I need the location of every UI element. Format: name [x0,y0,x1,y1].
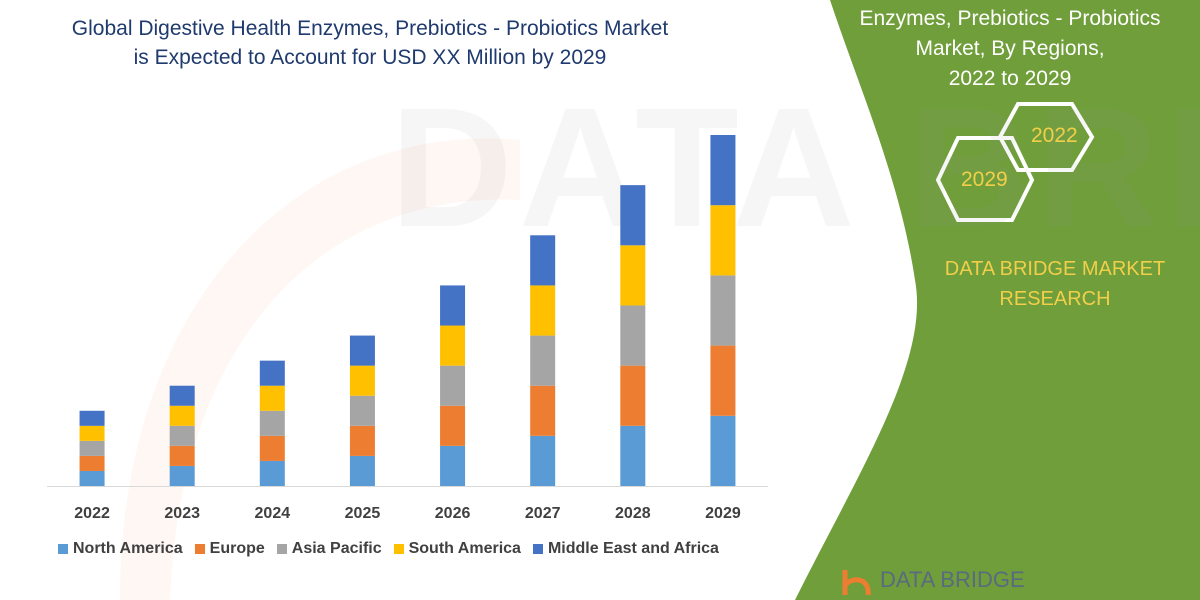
legend-item: South America [393,540,521,558]
legend-swatch [194,544,205,554]
bar-segment-2025-europe [349,425,375,456]
bar-segment-2022-north-america [79,470,105,486]
bar-segment-2023-south-america [169,405,195,426]
bar-segment-2026-middle-east-and-africa [440,285,466,326]
bar-segment-2024-north-america [259,460,285,486]
bar-segment-2027-asia-pacific [530,335,556,386]
bar-segment-2028-europe [620,365,646,426]
bar-segment-2024-europe [259,435,285,461]
x-tick-label: 2026 [435,505,471,522]
hexagon-label-2029: 2029 [961,168,1008,191]
bar-segment-2025-south-america [349,365,375,396]
x-tick-label: 2024 [255,505,291,522]
legend-swatch [393,544,404,554]
legend-label: South America [408,540,521,557]
legend-label: North America [73,540,183,557]
brand-line-2: RESEARCH [999,288,1111,310]
bar-segment-2024-south-america [259,385,285,411]
bar-segment-2022-asia-pacific [79,440,105,456]
bar-segment-2028-south-america [620,245,646,306]
side-title-line-2: Market, By Regions, [915,37,1105,60]
bar-segment-2028-middle-east-and-africa [620,185,646,246]
bar-segment-2029-europe [710,345,736,416]
side-title-line-1: Enzymes, Prebiotics - Probiotics [859,7,1161,30]
bar-segment-2024-middle-east-and-africa [259,360,285,386]
bar-segment-2029-middle-east-and-africa [710,135,736,206]
watermark: DATA BRIDGE [390,73,1200,263]
bar-segment-2025-middle-east-and-africa [349,335,375,366]
bar-segment-2028-asia-pacific [620,305,646,366]
title-line-1: Global Digestive Health Enzymes, Prebiot… [71,17,669,40]
bar-segment-2027-europe [530,385,556,436]
bar-segment-2029-north-america [710,415,736,486]
bar-segment-2023-north-america [169,465,195,486]
bar-segment-2027-middle-east-and-africa [530,235,556,286]
bar-segment-2026-europe [440,405,466,446]
bar-segment-2026-south-america [440,325,466,366]
legend-item: Asia Pacific [276,540,382,558]
bar-segment-2022-middle-east-and-africa [79,410,105,426]
bar-segment-2025-asia-pacific [349,395,375,426]
x-tick-label: 2027 [525,505,561,522]
logo-text: DATA BRIDGE [880,567,1025,592]
legend-swatch [58,544,68,554]
bar-segment-2024-asia-pacific [259,410,285,436]
x-tick-label: 2022 [74,505,110,522]
side-title: Enzymes, Prebiotics - Probiotics Market,… [820,4,1200,94]
legend-item: Middle East and Africa [532,540,719,558]
bar-segment-2022-south-america [79,425,105,441]
watermark-logo-icon [120,138,520,600]
bar-segment-2027-north-america [530,435,556,486]
title-line-2: is Expected to Account for USD XX Millio… [133,46,607,69]
bar-segment-2026-asia-pacific [440,365,466,406]
bar-segment-2023-asia-pacific [169,425,195,446]
hexagon-label-2022: 2022 [1031,124,1078,147]
x-tick-label: 2028 [615,505,651,522]
hexagon-2029 [935,136,1035,222]
bar-segment-2029-asia-pacific [710,275,736,346]
x-tick-label: 2023 [164,505,200,522]
legend-item: Europe [194,540,265,558]
legend-swatch [276,544,287,554]
bar-segment-2027-south-america [530,285,556,336]
legend-swatch [532,544,543,554]
legend-item: North America [58,540,183,558]
legend-label: Middle East and Africa [547,540,719,557]
legend-label: Europe [209,540,265,557]
bar-segment-2023-middle-east-and-africa [169,385,195,406]
chart-title: Global Digestive Health Enzymes, Prebiot… [20,14,720,72]
brand-text: DATA BRIDGE MARKET RESEARCH [910,254,1200,314]
legend: North America Europe Asia Pacific South Ame… [58,540,719,558]
bar-segment-2029-south-america [710,205,736,276]
legend-label: Asia Pacific [291,540,382,557]
bar-segment-2026-north-america [440,445,466,486]
bar-segment-2028-north-america [620,425,646,486]
bar-segment-2022-europe [79,455,105,471]
bar-segment-2023-europe [169,445,195,466]
x-tick-label: 2029 [705,505,741,522]
side-title-line-3: 2022 to 2029 [948,67,1072,90]
green-panel [795,0,1200,600]
bar-segment-2025-north-america [349,455,375,486]
logo-icon [842,570,871,596]
x-tick-label: 2025 [345,505,381,522]
brand-line-1: DATA BRIDGE MARKET [944,258,1166,280]
